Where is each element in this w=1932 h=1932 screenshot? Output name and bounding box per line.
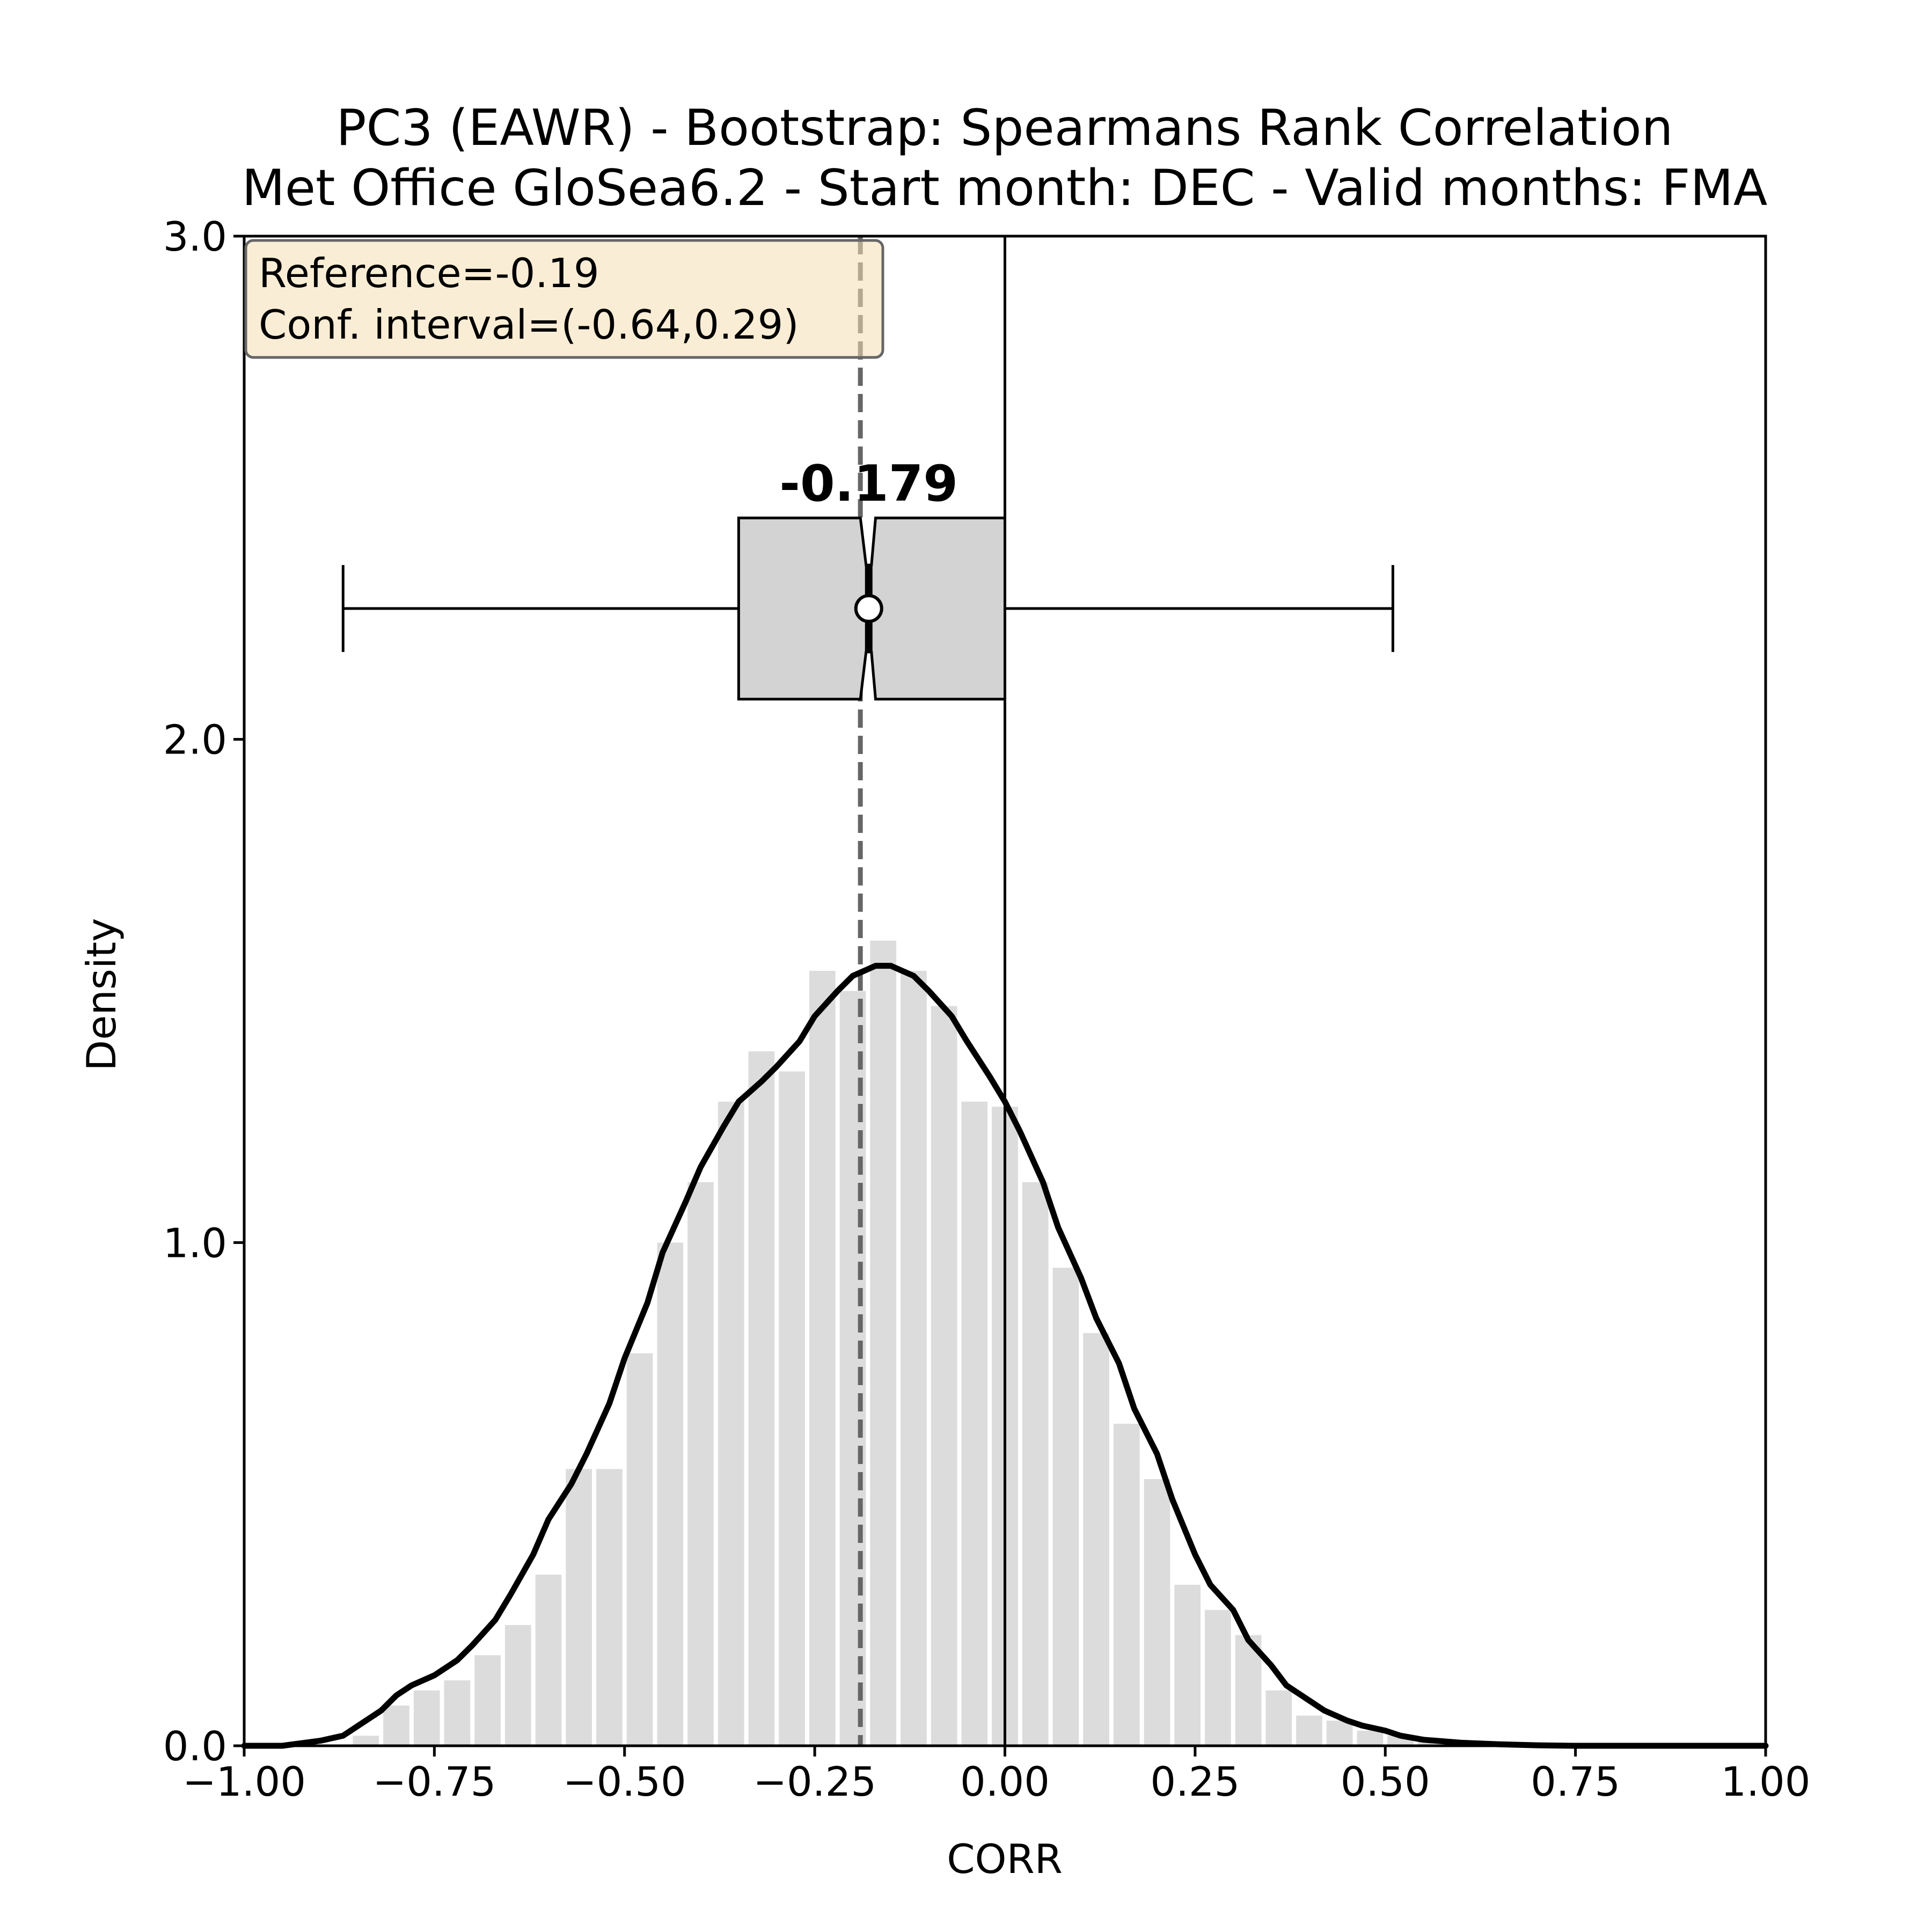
histogram-bar: [901, 970, 927, 1746]
y-axis-label: Density: [78, 918, 125, 1071]
y-tick-label: 3.0: [163, 213, 227, 260]
info-box-reference-text: Reference=-0.19: [259, 250, 599, 297]
histogram-bar: [657, 1242, 684, 1746]
histogram-bar: [596, 1469, 623, 1746]
histogram-bar: [474, 1655, 501, 1746]
mean-marker: [854, 594, 883, 623]
axes: −1.00 −0.75 −0.50 −0.25 0.00 0.25 0.50 0.75 1.00…: [163, 213, 1811, 1805]
histogram-bar: [383, 1705, 409, 1746]
kde-curve: [241, 963, 1769, 1749]
x-tick-label: −0.75: [372, 1758, 496, 1805]
x-tick-label: 0.25: [1150, 1758, 1240, 1805]
median-value-label: -0.179: [779, 455, 958, 513]
x-tick-label: 1.00: [1721, 1758, 1811, 1805]
histogram-bars: [353, 940, 1444, 1746]
x-tick-label: −0.25: [753, 1758, 876, 1805]
histogram-bar: [1083, 1333, 1109, 1746]
histogram-bar: [779, 1071, 805, 1746]
info-box-background: [244, 239, 884, 359]
x-tick-label: −0.50: [563, 1758, 686, 1805]
y-tick-label: 0.0: [163, 1723, 227, 1770]
histogram-bar: [718, 1101, 744, 1746]
histogram-bar: [413, 1690, 440, 1746]
histogram-bar: [748, 1051, 775, 1746]
histogram-bar: [809, 970, 836, 1746]
y-tick-label: 1.0: [163, 1219, 227, 1267]
y-tick-label: 2.0: [163, 716, 227, 764]
info-box: Reference=-0.19 Conf. interval=(-0.64,0.…: [244, 239, 884, 359]
chart-title-line2: Met Office GloSea6.2 - Start month: DEC …: [242, 159, 1768, 217]
histogram-bar: [566, 1469, 592, 1746]
histogram-bar: [353, 1736, 379, 1746]
histogram-bar: [626, 1353, 653, 1746]
x-tick-label: 0.75: [1531, 1758, 1620, 1805]
histogram-bar: [504, 1624, 531, 1746]
histogram-bar: [1326, 1721, 1353, 1746]
boxplot: [341, 516, 1394, 701]
x-tick-label: −1.00: [182, 1758, 306, 1805]
histogram-bar: [1174, 1584, 1201, 1746]
histogram-bar: [961, 1101, 988, 1746]
histogram-bar: [1113, 1423, 1140, 1746]
histogram-bar: [1205, 1609, 1231, 1746]
histogram-bar: [687, 1182, 714, 1746]
info-box-confidence-text: Conf. interval=(-0.64,0.29): [259, 301, 799, 348]
histogram-bar: [535, 1575, 562, 1746]
chart-title-line1: PC3 (EAWR) - Bootstrap: Spearmans Rank C…: [336, 99, 1673, 157]
histogram-bar: [444, 1680, 471, 1746]
x-tick-label: 0.50: [1341, 1758, 1430, 1805]
histogram-bar: [931, 1006, 957, 1746]
histogram-bar: [1144, 1479, 1170, 1746]
histogram-bar: [1296, 1715, 1322, 1746]
histogram-bar: [1357, 1730, 1384, 1746]
kde-layer: [241, 963, 1769, 1749]
histogram-bar: [1052, 1268, 1079, 1746]
histogram-bar: [1022, 1182, 1049, 1746]
x-axis-label: CORR: [947, 1835, 1063, 1883]
reference-lines: [858, 236, 1006, 1746]
x-tick-label: 0.00: [960, 1758, 1050, 1805]
histogram-bar: [870, 940, 897, 1746]
histogram-bar: [1265, 1690, 1292, 1746]
